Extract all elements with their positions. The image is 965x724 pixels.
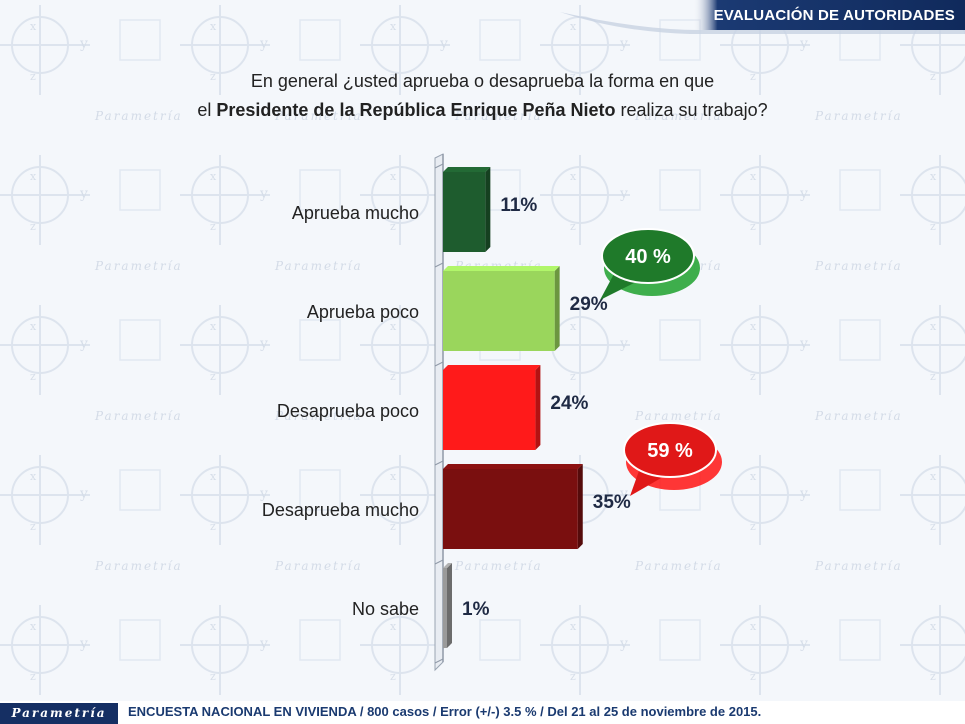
question-subject: Presidente de la República Enrique Peña … [216,100,616,120]
bar-side [485,167,491,252]
parametria-logo: Parametría [0,703,118,724]
value-label: 11% [500,195,537,216]
value-label: 24% [550,393,588,414]
value-label: 35% [593,492,631,513]
question-prefix: el [197,100,217,120]
callout-bubble [623,422,717,478]
question-line-1: En general ¿usted aprueba o desaprueba l… [250,71,715,91]
bar-side [535,365,541,450]
callout-bubble [601,228,695,284]
section-title: EVALUACIÓN DE AUTORIDADES [713,7,955,24]
bar-side [577,464,583,549]
axis-tick [434,163,444,169]
axis-wall [434,153,444,672]
axis-tick [434,658,444,664]
category-label: No sabe [352,599,419,619]
category-label: Desaprueba poco [277,401,419,421]
bar [443,469,578,549]
callout-total-label: 59 % [647,440,693,462]
bar [443,370,536,450]
bar-top [443,167,491,172]
axis-tick [434,559,444,565]
bar-top [443,563,452,568]
category-label: Aprueba poco [307,302,419,322]
question-suffix: realiza su trabajo? [615,100,768,120]
bar [443,568,447,648]
bar-side [447,563,452,648]
bar [443,172,486,252]
axis-tick [434,460,444,466]
footer-band [0,701,965,724]
callout-total-label: 40 % [625,246,671,268]
axis-tick [434,262,444,268]
category-label: Aprueba mucho [292,203,419,223]
bar-side [554,266,560,351]
survey-source-note: ENCUESTA NACIONAL EN VIVIENDA / 800 caso… [128,704,762,719]
bar [443,271,555,351]
question-line-2: el Presidente de la República Enrique Pe… [0,100,965,121]
axis-tick [434,361,444,367]
bar-top [443,266,560,271]
value-label: 29% [570,294,608,315]
bar-top [443,464,583,469]
bar-top [443,365,541,370]
category-label: Desaprueba mucho [262,500,419,520]
value-label: 1% [462,599,490,620]
header-band [470,0,965,34]
